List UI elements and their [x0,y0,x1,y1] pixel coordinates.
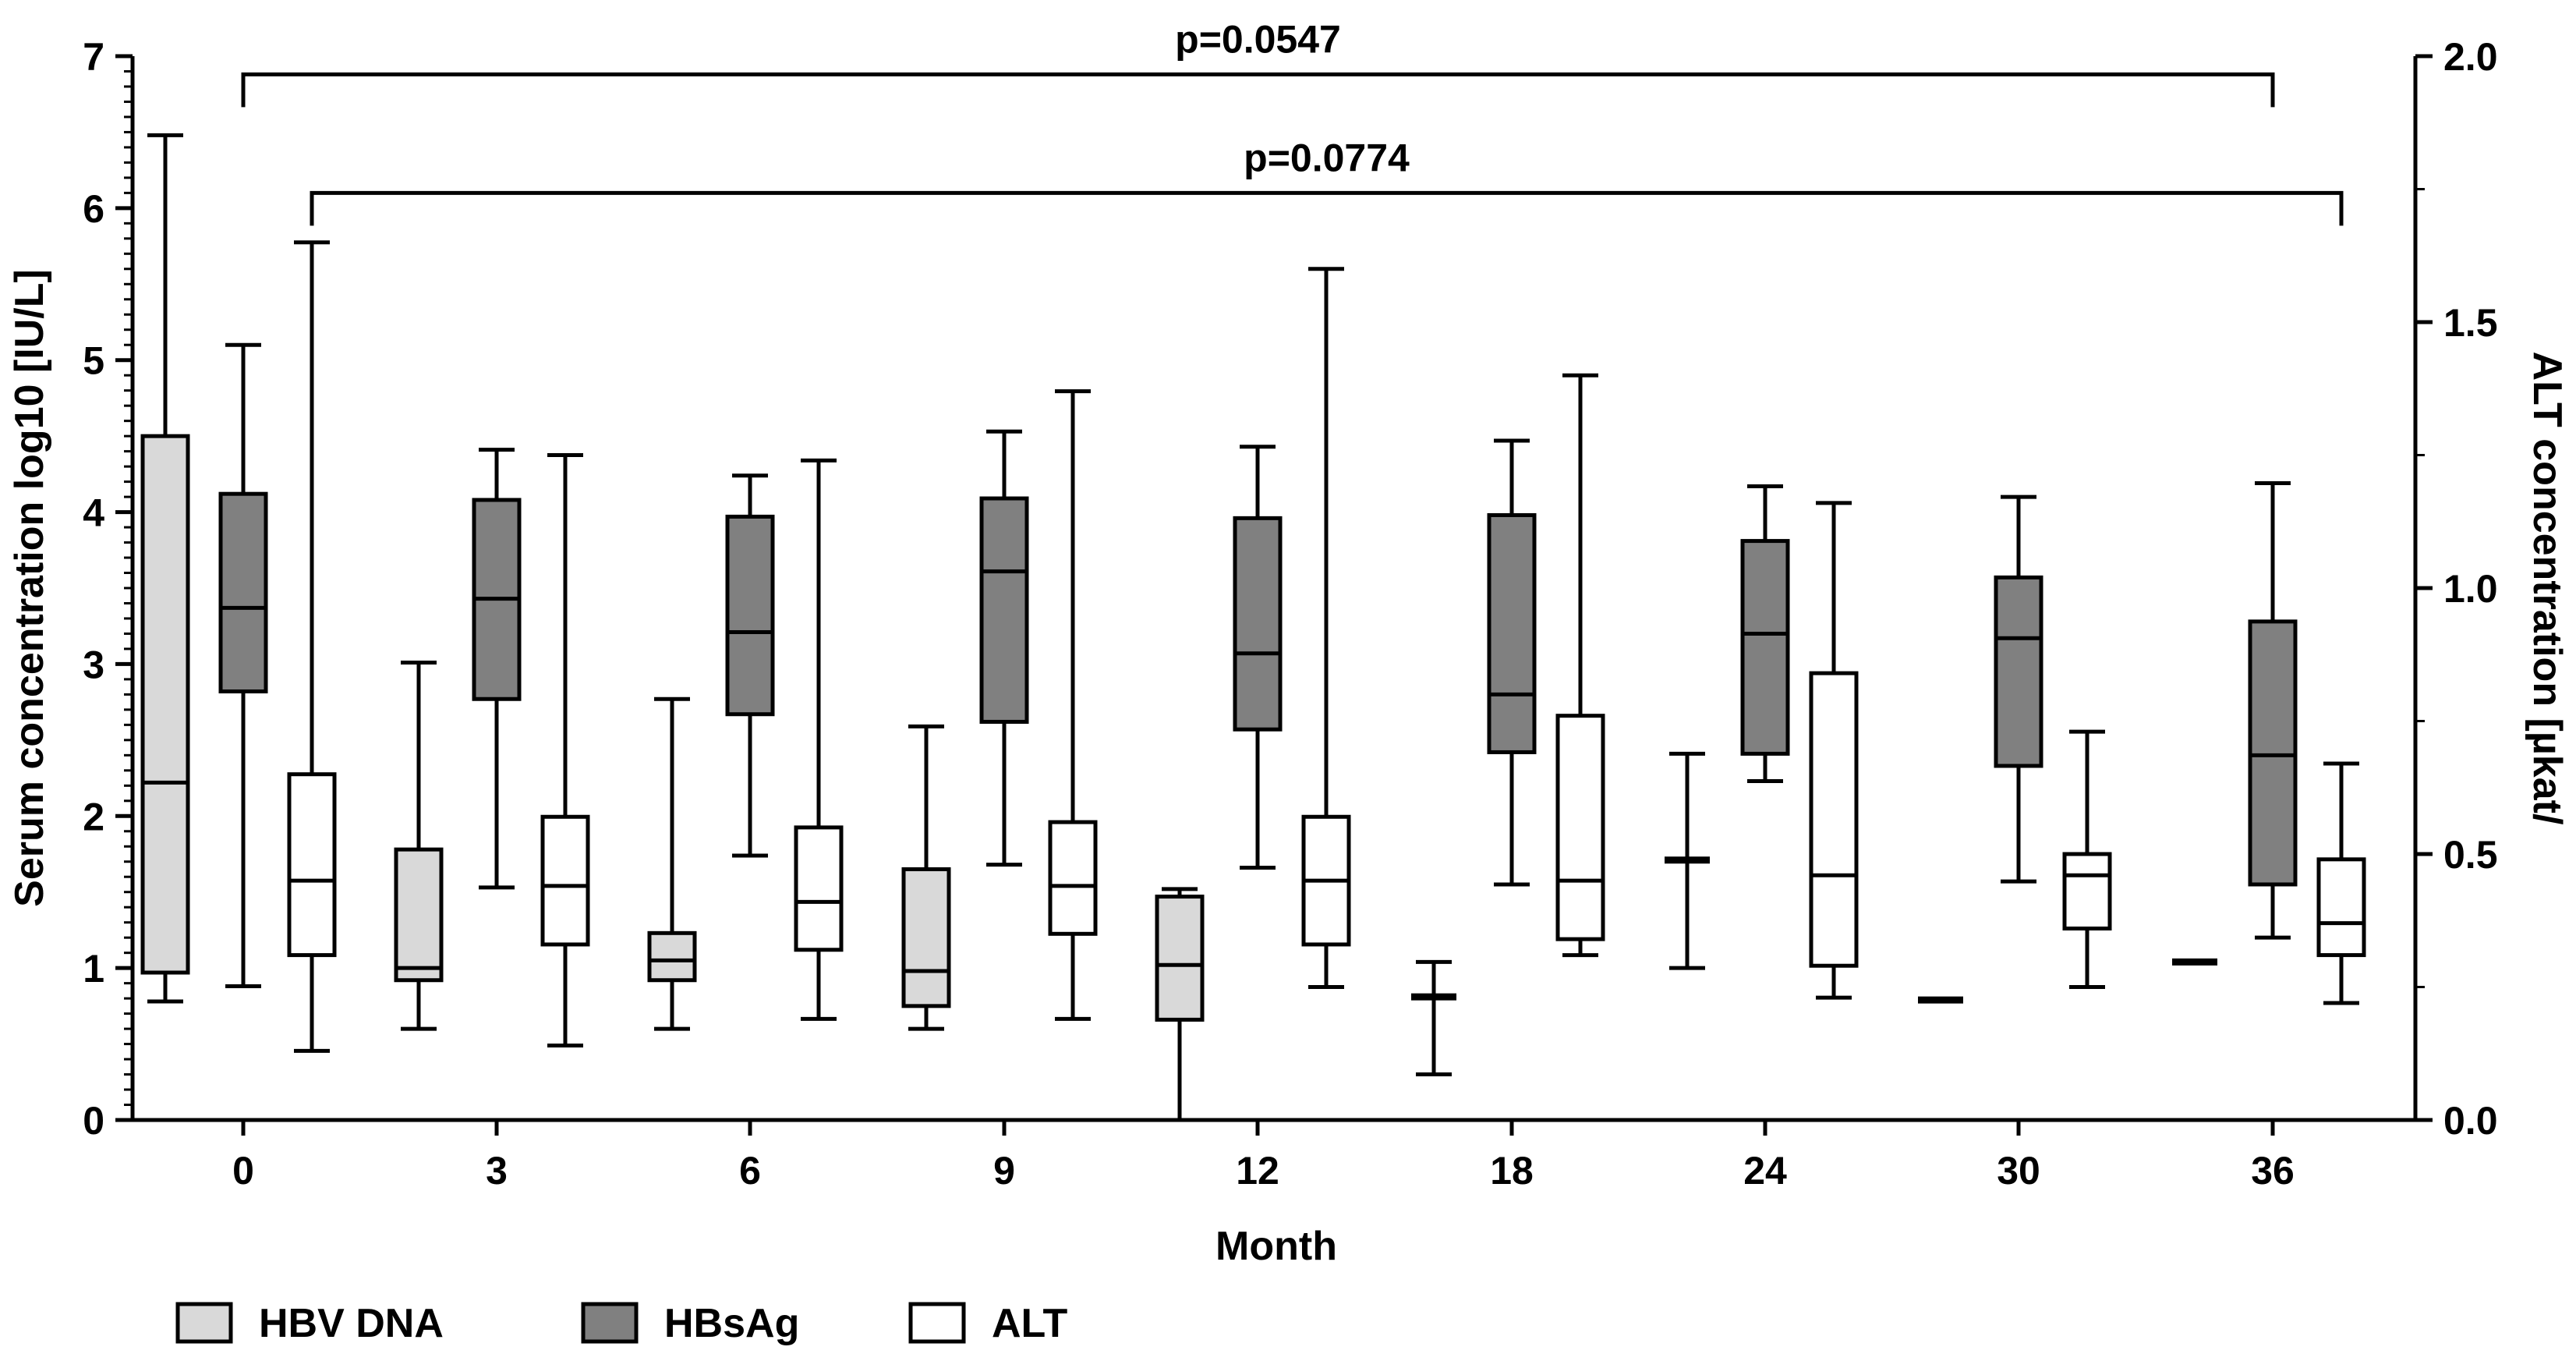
x-axis-title: Month [1215,1224,1337,1269]
legend-swatch [175,1302,233,1344]
legend-item-alt: ALT [908,1301,1067,1346]
alt-box-0 [287,240,337,1053]
right-y-axis-title: ALT concentration [µkat/ [2525,352,2570,825]
iqr-box [979,496,1029,724]
iqr-box [1555,714,1605,941]
iqr-box [1740,539,1790,756]
x-tick-label: 3 [486,1149,508,1193]
iqr-box [1155,895,1205,1022]
iqr-box [218,491,268,694]
left-tick-label: 4 [83,491,104,535]
alt-box-18 [1555,373,1605,958]
left-y-axis-title: Serum concentration log10 [IU/L] [7,269,52,907]
right-tick-label: 0.0 [2443,1099,2498,1143]
legend-swatch [581,1302,639,1344]
p-value-label: p=0.0774 [1244,136,1410,179]
hbsag-box-3 [472,448,522,890]
x-tick-label: 24 [1743,1149,1787,1193]
left-tick-label: 3 [83,643,104,686]
x-tick-label: 36 [2251,1149,2295,1193]
hbv-dna-box-0 [140,133,190,1004]
right-tick-label: 0.5 [2443,833,2498,877]
alt-box-3 [540,453,590,1048]
hbsag-box-6 [725,473,775,858]
iqr-box [1233,516,1283,732]
left-tick-label: 5 [83,339,104,383]
iqr-box [2062,852,2112,930]
x-tick-label: 6 [739,1149,761,1193]
p-value-label: p=0.0547 [1175,17,1341,61]
iqr-box [725,514,775,717]
right-tick-label: 2.0 [2443,35,2498,79]
iqr-box [540,814,590,947]
significance-bracket-2: p=0.0774 [310,136,2344,226]
hbv-dna-box-12 [1155,887,1205,1122]
iqr-box [140,434,190,975]
x-tick-label: 30 [1997,1149,2040,1193]
hbv-dna-box-9 [901,724,951,1031]
box-series [140,133,2366,1122]
alt-box-24 [1809,501,1859,1000]
x-tick-label: 0 [232,1149,254,1193]
x-tick-label: 9 [993,1149,1015,1193]
hbsag-box-30 [1994,494,2043,884]
alt-box-36 [2316,761,2366,1005]
iqr-box [1994,575,2043,768]
legend-item-hbv-dna: HBV DNA [175,1301,444,1346]
iqr-box [1487,512,1537,754]
iqr-box [1809,671,1859,968]
hbsag-box-18 [1487,438,1537,887]
left-tick-label: 0 [83,1099,104,1143]
alt-box-9 [1048,389,1098,1021]
hbv-dna-box-6 [647,696,697,1031]
legend-item-hbsag: HBsAg [581,1301,799,1346]
alt-box-12 [1301,267,1351,989]
legend-label: HBV DNA [259,1301,444,1346]
hbsag-box-24 [1740,484,1790,783]
iqr-box [2316,857,2366,958]
hbsag-box-9 [979,429,1029,867]
right-tick-label: 1.5 [2443,301,2498,345]
alt-box-30 [2062,729,2112,989]
legend-swatch [908,1302,966,1344]
bracket-line [241,72,2275,108]
x-tick-label: 12 [1236,1149,1279,1193]
iqr-box [1048,820,1098,936]
right-tick-label: 1.0 [2443,567,2498,611]
x-tick-label: 18 [1490,1149,1534,1193]
legend-label: HBsAg [664,1301,799,1346]
hbv-dna-box-18 [1411,959,1456,1077]
hbv-dna-box-3 [394,660,444,1031]
significance-brackets: p=0.0547 p=0.0774 [241,17,2344,226]
hbsag-box-0 [218,342,268,989]
iqr-box [901,867,951,1008]
iqr-box [394,847,444,983]
iqr-box [287,772,337,958]
legend: HBV DNA HBsAg ALT [175,1301,1067,1346]
significance-bracket-1: p=0.0547 [241,17,2275,108]
legend-label: ALT [992,1301,1067,1346]
iqr-box [2248,619,2298,887]
left-tick-label: 1 [83,947,104,991]
left-tick-label: 7 [83,35,104,79]
hbsag-box-12 [1233,445,1283,870]
left-tick-label: 2 [83,795,104,838]
bracket-line [310,190,2344,226]
iqr-box [794,825,844,952]
hbsag-box-36 [2248,481,2298,940]
left-tick-label: 6 [83,187,104,231]
iqr-box [647,930,697,983]
alt-box-6 [794,458,844,1021]
hbv-dna-box-24 [1665,751,1710,970]
